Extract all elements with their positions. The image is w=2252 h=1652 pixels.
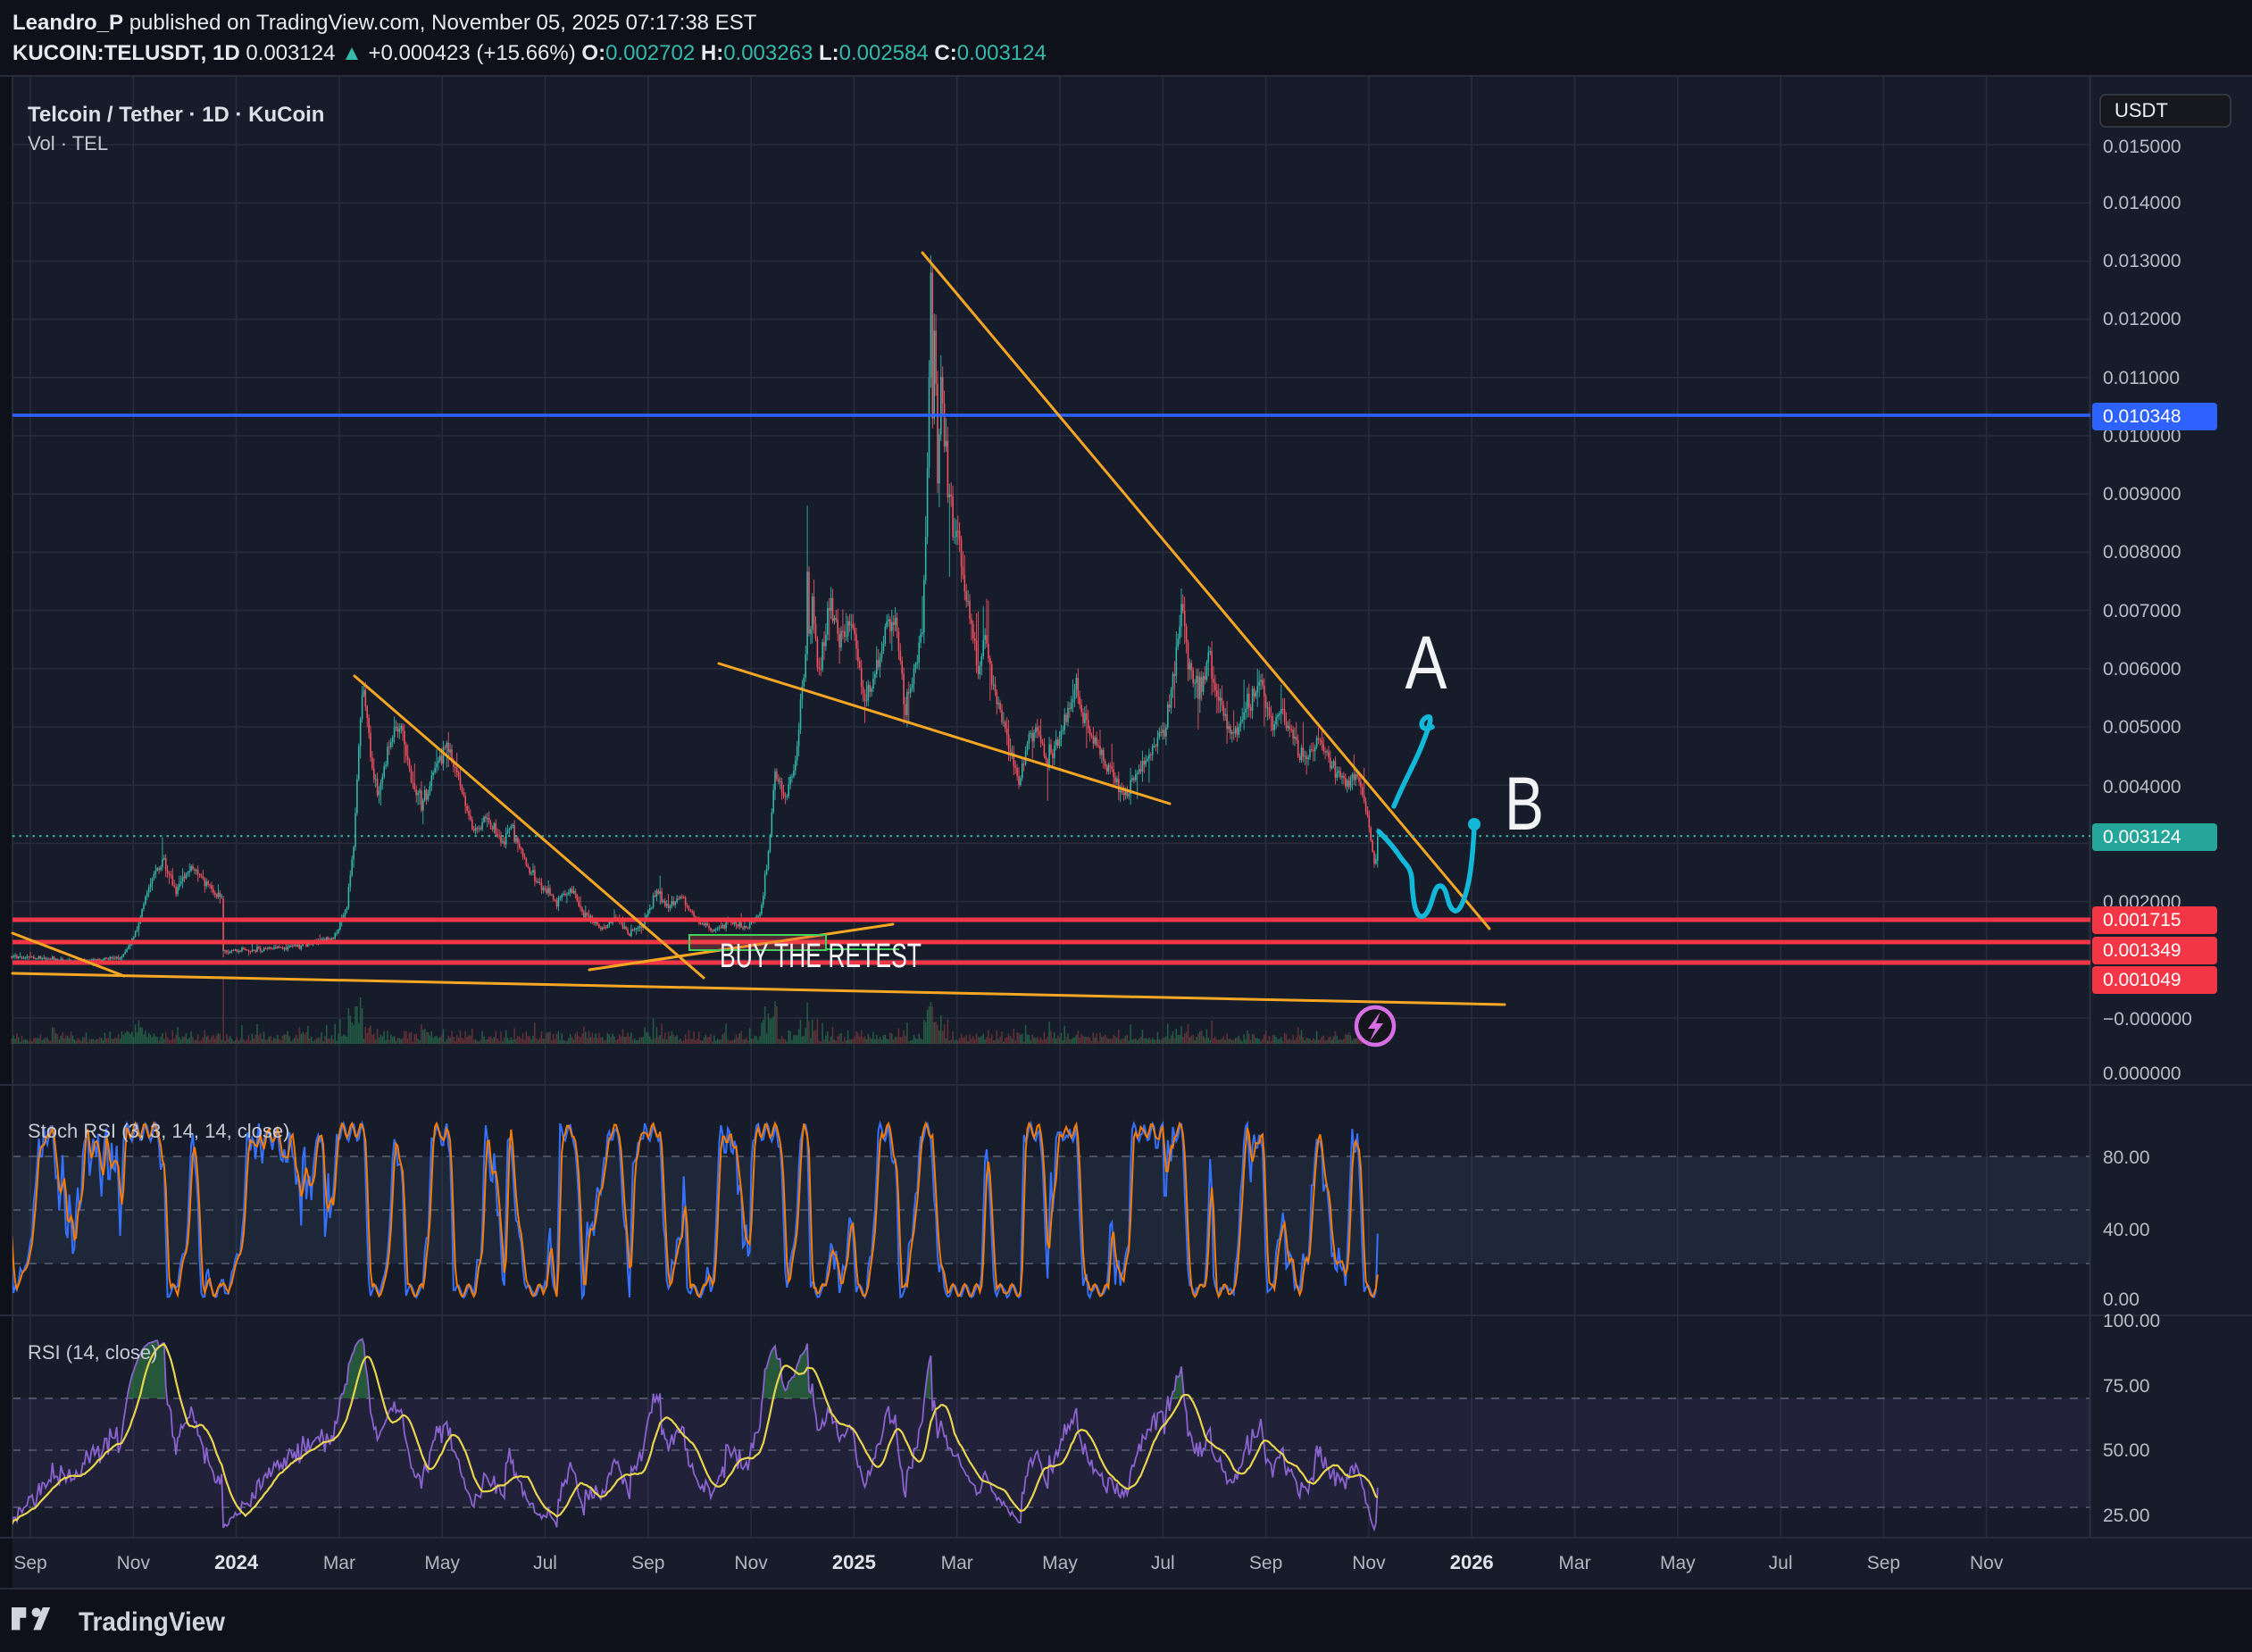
svg-text:TradingView: TradingView [79, 1607, 226, 1637]
svg-text:A: A [1405, 621, 1447, 705]
svg-text:0.011000: 0.011000 [2103, 368, 2180, 388]
svg-text:0.008000: 0.008000 [2103, 542, 2181, 563]
svg-text:Vol · TEL: Vol · TEL [28, 132, 108, 154]
svg-text:0.004000: 0.004000 [2103, 777, 2181, 797]
svg-text:Telcoin / Tether · 1D · KuCoin: Telcoin / Tether · 1D · KuCoin [28, 103, 324, 127]
svg-text:Nov: Nov [734, 1553, 768, 1573]
svg-text:50.00: 50.00 [2103, 1440, 2150, 1461]
svg-text:May: May [1042, 1553, 1078, 1573]
svg-text:Leandro_P published on Trading: Leandro_P published on TradingView.com, … [13, 11, 757, 35]
svg-text:0.006000: 0.006000 [2103, 659, 2181, 680]
svg-text:Sep: Sep [13, 1553, 46, 1573]
svg-text:2025: 2025 [832, 1551, 876, 1573]
svg-text:40.00: 40.00 [2103, 1220, 2150, 1240]
svg-text:0.001715: 0.001715 [2103, 910, 2181, 930]
svg-text:Nov: Nov [1970, 1553, 2004, 1573]
svg-text:0.009000: 0.009000 [2103, 484, 2181, 505]
svg-text:Mar: Mar [323, 1553, 355, 1573]
svg-text:Mar: Mar [941, 1553, 973, 1573]
svg-text:KUCOIN:TELUSDT, 1D 0.003124 ▲: KUCOIN:TELUSDT, 1D 0.003124 ▲ +0.000423 … [13, 41, 1047, 65]
svg-text:0.001349: 0.001349 [2103, 940, 2181, 961]
svg-text:0.003124: 0.003124 [2103, 827, 2181, 847]
svg-text:2026: 2026 [1450, 1551, 1494, 1573]
svg-text:0.000000: 0.000000 [2103, 1064, 2181, 1084]
svg-text:Jul: Jul [1769, 1553, 1793, 1573]
svg-text:USDT: USDT [2114, 99, 2168, 121]
svg-text:Nov: Nov [1352, 1553, 1386, 1573]
svg-text:0.015000: 0.015000 [2103, 137, 2181, 157]
svg-text:80.00: 80.00 [2103, 1147, 2150, 1168]
svg-text:0.010348: 0.010348 [2103, 406, 2181, 427]
svg-text:BUY THE RETEST: BUY THE RETEST [720, 938, 922, 975]
svg-text:May: May [1660, 1553, 1696, 1573]
svg-text:75.00: 75.00 [2103, 1376, 2150, 1397]
svg-text:100.00: 100.00 [2103, 1311, 2160, 1331]
svg-text:0.005000: 0.005000 [2103, 717, 2181, 738]
svg-text:0.001049: 0.001049 [2103, 970, 2181, 990]
svg-text:0.00: 0.00 [2103, 1289, 2139, 1310]
svg-text:B: B [1505, 762, 1544, 846]
svg-text:Stoch RSI (3, 3, 14, 14, close: Stoch RSI (3, 3, 14, 14, close) [28, 1120, 289, 1142]
svg-text:Jul: Jul [1151, 1553, 1175, 1573]
svg-text:Jul: Jul [533, 1553, 557, 1573]
svg-text:Sep: Sep [1249, 1553, 1282, 1573]
svg-text:0.010000: 0.010000 [2103, 426, 2181, 446]
svg-text:0.013000: 0.013000 [2103, 251, 2181, 271]
svg-text:Nov: Nov [117, 1553, 151, 1573]
svg-text:2024: 2024 [214, 1551, 259, 1573]
svg-text:0.012000: 0.012000 [2103, 309, 2181, 330]
svg-text:Sep: Sep [1867, 1553, 1900, 1573]
svg-text:0.007000: 0.007000 [2103, 601, 2181, 622]
svg-text:−0.000000: −0.000000 [2103, 1009, 2192, 1030]
svg-text:Sep: Sep [631, 1553, 664, 1573]
svg-text:Mar: Mar [1558, 1553, 1590, 1573]
svg-text:0.014000: 0.014000 [2103, 193, 2181, 213]
svg-text:25.00: 25.00 [2103, 1506, 2150, 1526]
svg-text:RSI (14, close): RSI (14, close) [28, 1341, 158, 1364]
svg-text:May: May [424, 1553, 460, 1573]
